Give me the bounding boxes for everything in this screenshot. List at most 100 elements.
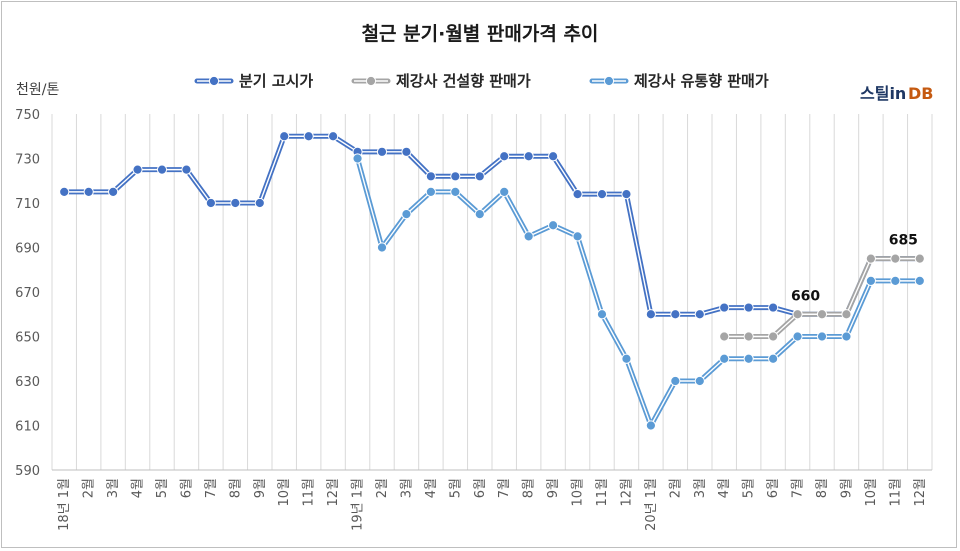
data-point — [499, 151, 510, 162]
data-point — [596, 189, 608, 200]
data-point — [181, 164, 192, 175]
data-point — [743, 331, 754, 342]
data-point — [205, 197, 216, 209]
y-tick-label: 630 — [15, 375, 40, 390]
x-tick-label: 3월 — [106, 478, 121, 498]
legend-item-제강사-건설향-판매가: 제강사 건설향 판매가 — [351, 72, 531, 90]
legend: 분기 고시가 제강사 건설향 판매가 제강사 유통향 판매가 — [194, 72, 769, 90]
data-point — [865, 253, 876, 264]
series-line-inner — [723, 257, 921, 338]
data-point — [841, 309, 852, 320]
x-tick-label: 10월 — [864, 478, 879, 507]
data-point — [425, 186, 436, 197]
x-tick-label: 10월 — [277, 478, 292, 507]
legend-marker — [208, 75, 220, 87]
y-tick-label: 750 — [15, 108, 40, 123]
y-tick-label: 590 — [15, 464, 40, 479]
data-point — [328, 131, 339, 142]
data-point — [572, 231, 583, 242]
y-tick-label: 610 — [15, 420, 40, 435]
data-point — [914, 275, 925, 286]
x-tick-label: 9월 — [253, 478, 268, 498]
data-point — [156, 164, 168, 175]
y-axis: 590 610 630 650 670 690 710 730 750 — [15, 108, 40, 479]
data-point — [523, 231, 534, 242]
data-point — [792, 331, 803, 342]
x-tick-label: 8월 — [228, 478, 243, 498]
x-tick-label: 6월 — [473, 478, 488, 498]
data-point — [450, 186, 461, 197]
x-tick-label: 11월 — [888, 478, 903, 507]
data-point — [376, 242, 388, 253]
data-point — [743, 302, 754, 313]
x-tick-label: 2월 — [82, 478, 97, 498]
x-tick-label: 5월 — [742, 478, 757, 498]
data-point — [450, 171, 461, 182]
y-tick-label: 670 — [15, 286, 40, 301]
x-tick-label: 11월 — [595, 478, 610, 507]
x-tick-label: 3월 — [693, 478, 708, 498]
x-tick-label: 7월 — [204, 478, 219, 498]
data-point — [865, 275, 876, 286]
x-tick-label: 7월 — [791, 478, 806, 498]
data-point — [230, 197, 241, 209]
chart-title: 철근 분기·월별 판매가격 추이 — [362, 23, 599, 45]
logo-db-text: DB — [908, 84, 933, 103]
data-point — [890, 253, 901, 264]
data-point — [719, 331, 730, 342]
x-tick-label: 12월 — [326, 478, 341, 507]
y-axis-unit: 천원/톤 — [16, 82, 59, 98]
series-제강사-건설향-판매가 — [719, 253, 925, 342]
data-point — [645, 309, 656, 320]
data-point — [645, 420, 656, 431]
data-point — [914, 253, 925, 264]
data-point — [83, 186, 94, 197]
x-tick-label: 6월 — [179, 478, 194, 498]
data-point — [548, 151, 559, 162]
legend-item-제강사-유통향-판매가: 제강사 유통향 판매가 — [589, 72, 769, 90]
data-point — [816, 309, 828, 320]
series-line — [721, 256, 923, 339]
data-point — [352, 153, 363, 164]
legend-label: 제강사 건설향 판매가 — [396, 72, 531, 90]
x-tick-label: 4월 — [424, 478, 439, 498]
x-tick-label: 12월 — [913, 478, 928, 507]
data-point — [816, 331, 828, 342]
data-point — [841, 331, 852, 342]
data-point — [572, 189, 583, 200]
data-point — [376, 146, 388, 157]
series-제강사-유통향-판매가 — [352, 153, 925, 431]
logo-text: 스틸in — [860, 84, 906, 103]
legend-marker — [365, 75, 377, 87]
data-point — [768, 353, 779, 364]
x-tick-label: 2월 — [375, 478, 390, 498]
data-point — [719, 302, 730, 313]
x-tick-label: 10월 — [571, 478, 586, 507]
x-tick-label: 4월 — [717, 478, 732, 498]
legend-label: 분기 고시가 — [239, 72, 313, 90]
data-point — [59, 186, 70, 197]
data-label: 685 — [889, 233, 918, 249]
y-tick-label: 650 — [15, 331, 40, 346]
x-tick-label: 12월 — [619, 478, 634, 507]
data-point — [596, 309, 608, 320]
data-point — [743, 353, 754, 364]
x-tick-label: 11월 — [302, 478, 317, 507]
grid — [51, 114, 933, 471]
x-tick-label: 19년 1월 — [351, 478, 366, 531]
data-point — [303, 131, 314, 142]
data-point — [523, 151, 534, 162]
x-tick-label: 3월 — [399, 478, 414, 498]
x-tick-label: 2월 — [668, 478, 683, 498]
x-tick-label: 8월 — [815, 478, 830, 498]
x-tick-label: 9월 — [546, 478, 561, 498]
x-tick-label: 18년 1월 — [57, 478, 72, 531]
data-point — [694, 375, 705, 387]
x-tick-label: 20년 1월 — [644, 478, 659, 531]
data-point — [719, 353, 730, 364]
data-point — [425, 171, 436, 182]
data-point — [279, 131, 290, 142]
x-axis: 18년 1월 2월 3월 4월 5월 6월 7월 8월 9월 10월 11월 12월 19년 1월 2월 3… — [57, 478, 928, 531]
